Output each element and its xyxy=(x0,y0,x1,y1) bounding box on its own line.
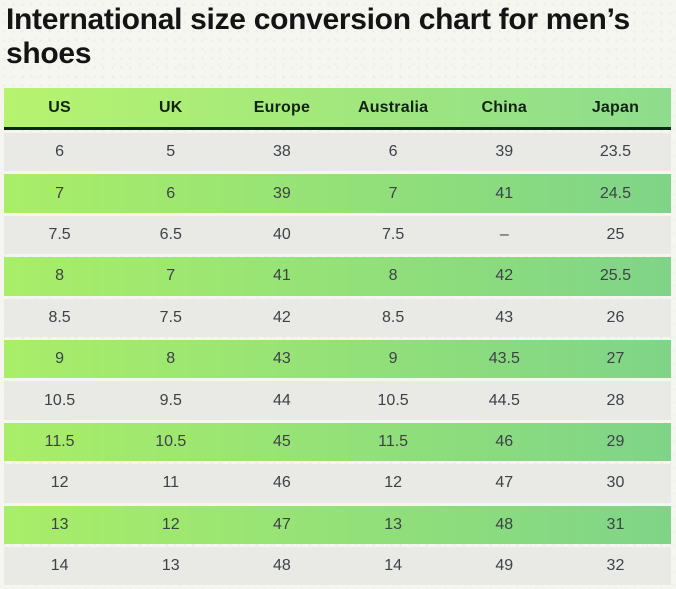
table-cell: 47 xyxy=(273,515,291,533)
table-cell: 7.5 xyxy=(159,308,182,326)
table-cell: 10.5 xyxy=(155,432,187,450)
table-cell: 25.5 xyxy=(599,267,632,285)
table-cell: 13 xyxy=(50,515,69,533)
table-cell: 48 xyxy=(495,515,514,533)
table-cell: 30 xyxy=(606,474,625,492)
column-header-us: US xyxy=(48,98,71,116)
table-cell: 8.5 xyxy=(381,308,405,326)
table-cell: 9 xyxy=(55,350,65,368)
table-cell: 6.5 xyxy=(159,225,182,243)
column-header-uk: UK xyxy=(159,98,183,116)
table-row: 11.5 10.5 45 11.5 46 29 xyxy=(4,422,671,462)
table-cell: 7 xyxy=(388,184,398,202)
table-cell: 13 xyxy=(161,557,180,575)
table-cell: 7.5 xyxy=(48,225,71,243)
table-cell: 43 xyxy=(495,308,514,326)
table-cell: 29 xyxy=(606,432,625,450)
table-cell: 12 xyxy=(161,515,180,533)
table-cell: 8 xyxy=(388,267,398,285)
table-cell: 9 xyxy=(388,350,398,368)
table-cell: 12 xyxy=(50,474,69,492)
table-cell: 6 xyxy=(55,143,65,161)
table-cell: 42 xyxy=(273,308,291,326)
table-cell: 7 xyxy=(55,184,65,202)
table-cell: 10.5 xyxy=(44,391,76,409)
table-row: 13 12 47 13 48 31 xyxy=(4,505,671,544)
table-cell: 12 xyxy=(384,474,402,492)
table-cell: 8 xyxy=(166,350,176,368)
table-cell: 5 xyxy=(166,143,176,161)
column-header-china: China xyxy=(481,98,527,116)
table-cell: 27 xyxy=(606,350,625,368)
table-cell: 8.5 xyxy=(48,308,71,326)
table-cell: 11.5 xyxy=(44,432,75,450)
table-row: 12 11 46 12 47 30 xyxy=(4,464,671,503)
table-cell: 44 xyxy=(273,391,291,409)
table-row: 10.5 9.5 44 10.5 44.5 28 xyxy=(4,381,671,420)
table-cell: 7 xyxy=(166,267,176,285)
table-cell: 45 xyxy=(273,432,291,450)
column-header-australia: Australia xyxy=(357,98,429,116)
table-cell: 23.5 xyxy=(599,143,632,161)
column-header-europe: Europe xyxy=(253,98,311,116)
table-cell: 14 xyxy=(50,557,69,575)
table-cell: – xyxy=(499,225,509,243)
table-cell: 6 xyxy=(166,184,176,202)
table-cell: 44.5 xyxy=(488,391,520,409)
table-cell: 46 xyxy=(495,432,514,450)
column-header-japan: Japan xyxy=(591,98,640,116)
table-row: 7 6 39 7 41 24.5 xyxy=(4,174,671,213)
table-row: 8.5 7.5 42 8.5 43 26 xyxy=(4,298,671,337)
table-cell: 43 xyxy=(273,350,291,368)
table-cell: 31 xyxy=(606,515,625,533)
table-cell: 8 xyxy=(55,267,65,285)
table-cell: 14 xyxy=(384,557,402,575)
table-cell: 47 xyxy=(495,474,514,492)
page-title: International size conversion chart for … xyxy=(6,3,630,70)
table-cell: 49 xyxy=(495,557,514,575)
table-cell: 41 xyxy=(273,267,291,285)
table-header-row: US UK Europe Australia China Japan xyxy=(4,88,671,130)
table-cell: 9.5 xyxy=(159,391,182,409)
table-cell: 32 xyxy=(606,557,625,575)
table-row: 6 5 38 6 39 23.5 xyxy=(4,133,671,172)
table-cell: 6 xyxy=(388,143,398,161)
table-cell: 10.5 xyxy=(377,391,409,409)
table-cell: 42 xyxy=(495,267,514,285)
table-cell: 24.5 xyxy=(599,184,632,202)
table-cell: 28 xyxy=(606,391,625,409)
table-cell: 39 xyxy=(273,184,291,202)
table-body: 6 5 38 6 39 23.5 7 6 39 7 41 24.5 7.5 6.5 40 7.5 – 25 8 7 41… xyxy=(4,133,671,586)
table-cell: 25 xyxy=(606,225,625,243)
table-cell: 11.5 xyxy=(378,432,409,450)
table-cell: 43.5 xyxy=(488,350,520,368)
table-cell: 39 xyxy=(495,143,514,161)
table-cell: 13 xyxy=(384,515,402,533)
table-cell: 41 xyxy=(495,184,514,202)
size-conversion-table: US UK Europe Australia China Japan 6 5 38 6 39 23.… xyxy=(4,88,671,586)
table-cell: 7.5 xyxy=(381,225,405,243)
table-cell: 40 xyxy=(273,225,291,243)
table-cell: 46 xyxy=(273,474,291,492)
table-row: 8 7 41 8 42 25.5 xyxy=(4,257,671,296)
table-cell: 26 xyxy=(606,308,625,326)
table-row: 7.5 6.5 40 7.5 – 25 xyxy=(4,215,671,255)
table-cell: 38 xyxy=(273,143,291,161)
table-row: 14 13 48 14 49 32 xyxy=(4,546,671,586)
table-row: 9 8 43 9 43.5 27 xyxy=(4,339,671,379)
table-cell: 11 xyxy=(162,474,180,492)
table-cell: 48 xyxy=(273,557,291,575)
